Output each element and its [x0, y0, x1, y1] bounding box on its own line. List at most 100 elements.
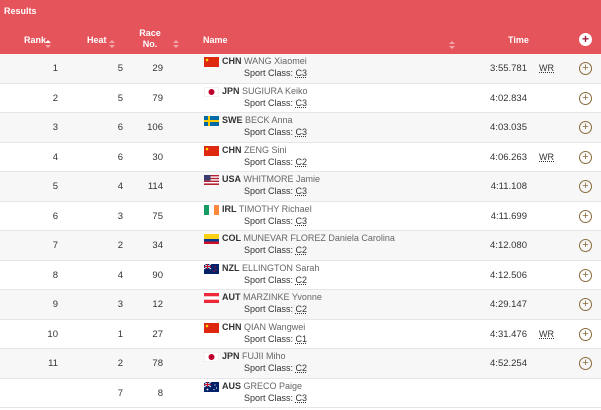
expand-row-icon[interactable]: + — [579, 268, 592, 282]
table-row[interactable]: 4 6 30 CHN ZENG Sini Sport Class: C2 4:06… — [0, 143, 601, 172]
record-badge[interactable]: WR — [539, 328, 554, 339]
sport-class-value[interactable]: C2 — [295, 363, 308, 373]
sport-class: Sport Class: C3 — [244, 216, 307, 226]
heat: 3 — [117, 210, 123, 222]
athlete-name[interactable]: NZL ELLINGTON Sarah — [222, 263, 319, 273]
sport-class-value[interactable]: C3 — [295, 127, 308, 137]
column-time[interactable]: Time — [508, 35, 529, 45]
athlete-name[interactable]: CHN WANG Xiaomei — [222, 56, 307, 66]
time: 4:31.476 — [490, 328, 527, 340]
heat: 1 — [117, 328, 123, 340]
athlete-name[interactable]: IRL TIMOTHY Richael — [222, 204, 312, 214]
expand-all-icon[interactable]: + — [579, 33, 592, 46]
athlete-full-name: ZENG Sini — [244, 144, 287, 155]
athlete-full-name: MARZINKE Yvonne — [243, 292, 322, 302]
table-row[interactable]: 5 4 114 USA WHITMORE Jamie Sport Class: … — [0, 172, 601, 202]
time: 4:11.699 — [490, 210, 527, 222]
race-no: 114 — [147, 181, 163, 192]
table-row[interactable]: 3 6 106 SWE BECK Anna Sport Class: C3 4:0… — [0, 113, 601, 143]
expand-row-icon[interactable]: + — [579, 239, 592, 252]
rank: 9 — [52, 299, 58, 310]
heat: 7 — [117, 387, 123, 399]
race-no: 106 — [147, 122, 163, 133]
heat: 4 — [117, 269, 123, 281]
expand-row-icon[interactable]: + — [579, 298, 592, 311]
jpn-flag-icon — [203, 86, 220, 97]
record-badge[interactable]: WR — [539, 151, 554, 162]
table-row[interactable]: 8 4 90 NZL ELLINGTON Sarah Sport Class: … — [0, 261, 601, 290]
sport-class-value[interactable]: C2 — [295, 156, 308, 167]
column-heat[interactable]: Heat — [87, 35, 107, 45]
sport-class-label: Sport Class: — [244, 186, 294, 196]
athlete-name[interactable]: USA WHITMORE Jamie — [222, 174, 320, 184]
athlete-name[interactable]: AUS GRECO Paige — [222, 381, 302, 391]
race-no: 8 — [157, 387, 163, 399]
sport-class-value[interactable]: C2 — [295, 274, 308, 285]
time: 4:02.834 — [490, 92, 527, 104]
heat: 5 — [117, 63, 123, 74]
sport-class-value[interactable]: C2 — [295, 304, 308, 314]
athlete-name[interactable]: CHN QIAN Wangwei — [222, 322, 305, 332]
sport-class-value[interactable]: C3 — [295, 215, 308, 226]
athlete-name[interactable]: COL MUNEVAR FLOREZ Daniela Carolina — [222, 233, 395, 243]
athlete-name[interactable]: JPN FUJII Miho — [222, 351, 286, 361]
race-no: 90 — [152, 269, 163, 281]
athlete-name[interactable]: CHN ZENG Sini — [222, 145, 287, 155]
sort-name-icon[interactable] — [449, 41, 455, 50]
rank: 4 — [52, 151, 58, 163]
table-row[interactable]: 10 1 27 CHN QIAN Wangwei Sport Class: C1… — [0, 320, 601, 349]
sport-class: Sport Class: C2 — [244, 275, 307, 285]
table-row[interactable]: 1 5 29 CHN WANG Xiaomei Sport Class: C3 3… — [0, 54, 601, 84]
sport-class-value[interactable]: C3 — [295, 186, 308, 196]
table-row[interactable]: 7 2 34 COL MUNEVAR FLOREZ Daniela Caroli… — [0, 231, 601, 261]
expand-row-icon[interactable]: + — [579, 150, 592, 164]
table-row[interactable]: 2 5 79 JPN SUGIURA Keiko Sport Class: C3… — [0, 84, 601, 113]
noc-code: USA — [222, 174, 242, 184]
athlete-name[interactable]: AUT MARZINKE Yvonne — [222, 292, 322, 302]
table-row[interactable]: 9 3 12 AUT MARZINKE Yvonne Sport Class: … — [0, 290, 601, 320]
column-rank[interactable]: Rank — [24, 35, 47, 45]
sort-rank-icon[interactable] — [45, 40, 51, 49]
sport-class-label: Sport Class: — [244, 392, 294, 403]
sport-class: Sport Class: C1 — [244, 334, 307, 344]
athlete-full-name: ELLINGTON Sarah — [242, 262, 320, 273]
expand-row-icon[interactable]: + — [579, 180, 592, 193]
sport-class-value[interactable]: C1 — [295, 333, 308, 344]
expand-row-icon[interactable]: + — [579, 91, 592, 105]
sport-class-value[interactable]: C2 — [295, 245, 308, 255]
expand-row-icon[interactable]: + — [579, 327, 592, 341]
sport-class-value[interactable]: C3 — [295, 68, 308, 78]
expand-row-icon[interactable]: + — [579, 121, 592, 134]
race-no: 29 — [152, 63, 163, 74]
time: 4:52.254 — [490, 358, 527, 369]
athlete-name[interactable]: SWE BECK Anna — [222, 115, 293, 125]
expand-row-icon[interactable]: + — [579, 62, 592, 75]
column-name[interactable]: Name — [203, 35, 228, 45]
sport-class-label: Sport Class: — [244, 304, 294, 314]
noc-code: NZL — [222, 262, 240, 273]
table-row[interactable]: 7 8 AUS GRECO Paige Sport Class: C3 — [0, 379, 601, 408]
column-race-no[interactable]: Race No. — [139, 28, 161, 49]
sort-race-no-icon[interactable] — [173, 40, 179, 49]
results-table: 1 5 29 CHN WANG Xiaomei Sport Class: C3 3… — [0, 54, 601, 408]
noc-code: COL — [222, 233, 241, 243]
rank: 3 — [52, 122, 58, 133]
table-row[interactable]: 11 2 78 JPN FUJII Miho Sport Class: C2 4:… — [0, 349, 601, 379]
heat: 3 — [117, 299, 123, 310]
sport-class-label: Sport Class: — [244, 274, 294, 285]
race-no: 27 — [152, 328, 163, 340]
sport-class-value[interactable]: C3 — [295, 97, 308, 108]
sport-class: Sport Class: C2 — [244, 363, 307, 373]
sport-class: Sport Class: C3 — [244, 98, 307, 108]
sort-heat-icon[interactable] — [109, 40, 115, 49]
table-row[interactable]: 6 3 75 IRL TIMOTHY Richael Sport Class: … — [0, 202, 601, 231]
sport-class-value[interactable]: C3 — [295, 392, 308, 403]
sport-class-label: Sport Class: — [244, 245, 294, 255]
time: 4:29.147 — [490, 299, 527, 310]
expand-row-icon[interactable]: + — [579, 209, 592, 223]
expand-row-icon[interactable]: + — [579, 357, 592, 370]
athlete-full-name: WHITMORE Jamie — [243, 174, 321, 184]
record-badge[interactable]: WR — [539, 63, 554, 73]
rank: 10 — [47, 328, 58, 340]
athlete-name[interactable]: JPN SUGIURA Keiko — [222, 86, 308, 96]
